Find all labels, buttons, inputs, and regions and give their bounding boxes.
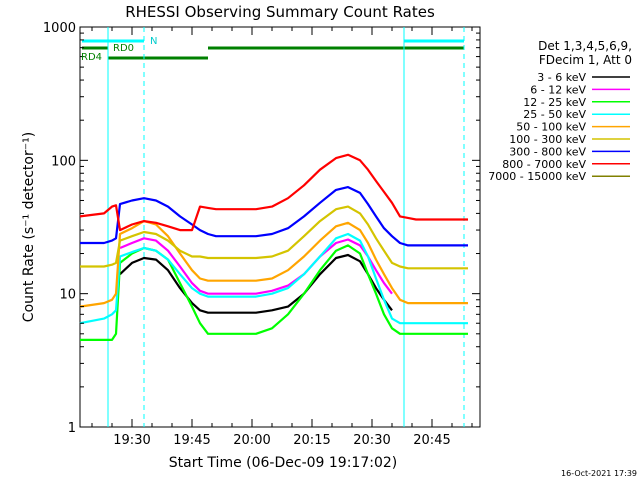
n-label: N [150, 36, 157, 47]
annotation-layer [82, 27, 465, 427]
legend-label: 12 - 25 keV [523, 96, 586, 109]
x-tick-label: 19:30 [113, 433, 150, 448]
legend-label: 3 - 6 keV [537, 71, 586, 84]
rd4-label: RD4 [81, 52, 102, 63]
legend-label: 100 - 300 keV [509, 133, 586, 146]
chart-title: RHESSI Observing Summary Count Rates [125, 3, 435, 21]
axes-layer: 19:30 19:45 20:00 20:15 20:30 20:45 1 10 100 1000 [43, 21, 480, 448]
y-tick-label: 1 [68, 421, 76, 436]
footer-timestamp: 16-Oct-2021 17:39 [561, 469, 637, 478]
legend-header-line-1: Det 1,3,4,5,6,9, [538, 39, 632, 53]
x-tick-label: 20:00 [233, 433, 270, 448]
series-layer [79, 153, 468, 341]
plot-frame [79, 26, 481, 428]
series-line [79, 153, 468, 232]
series-line [79, 232, 468, 325]
y-tick-label: 100 [51, 154, 76, 169]
rd0-label: RD0 [113, 43, 134, 54]
legend-label: 800 - 7000 keV [502, 158, 586, 171]
x-axis-label: Start Time (06-Dec-09 19:17:02) [169, 455, 397, 471]
x-tick-label: 20:30 [353, 433, 390, 448]
y-axis-label: Count Rate (s⁻¹ detector⁻¹) [21, 132, 37, 322]
series-line [80, 205, 468, 270]
y-tick-label: 1000 [43, 21, 76, 36]
series-line [119, 253, 393, 314]
legend-header-line-2: FDecim 1, Att 0 [539, 53, 632, 67]
legend-label: 300 - 800 keV [509, 145, 586, 158]
legend-label: 25 - 50 keV [523, 108, 586, 121]
y-tick-label: 10 [59, 288, 76, 303]
x-tick-label: 20:45 [413, 433, 450, 448]
series-line [80, 186, 468, 247]
x-tick-label: 19:45 [173, 433, 210, 448]
series-line [119, 237, 393, 295]
legend: Det 1,3,4,5,6,9, FDecim 1, Att 0 3 - 6 k… [488, 39, 632, 183]
legend-label: 6 - 12 keV [530, 83, 586, 96]
legend-label: 50 - 100 keV [516, 121, 586, 134]
legend-label: 7000 - 15000 keV [488, 170, 586, 183]
x-tick-label: 20:15 [293, 433, 330, 448]
